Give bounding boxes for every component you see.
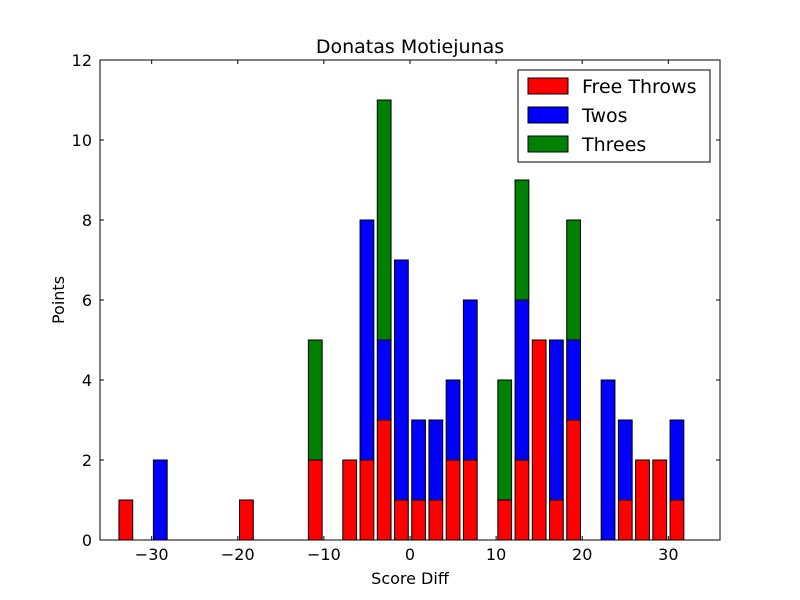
y-tick-label: 2 bbox=[82, 451, 92, 470]
legend-swatch-twos bbox=[527, 106, 569, 124]
y-tick-label: 0 bbox=[82, 531, 92, 550]
legend-label-threes: Threes bbox=[581, 134, 646, 156]
bar-twos bbox=[549, 339, 564, 501]
y-tick-label: 8 bbox=[82, 211, 92, 230]
bar-free-throws bbox=[514, 459, 530, 541]
bars-group bbox=[118, 99, 685, 541]
bar-twos bbox=[600, 379, 616, 541]
bar-free-throws bbox=[635, 459, 650, 541]
y-tick-label: 6 bbox=[82, 291, 92, 310]
bar-twos bbox=[359, 219, 375, 461]
x-tick-label: 10 bbox=[486, 545, 506, 564]
bar-free-throws bbox=[462, 459, 478, 541]
bar-free-throws bbox=[652, 459, 668, 541]
bar-free-throws bbox=[394, 499, 409, 541]
bar-free-throws bbox=[531, 339, 547, 541]
bar-free-throws bbox=[549, 499, 564, 541]
bar-free-throws bbox=[445, 459, 461, 541]
legend-swatch-free-throws bbox=[527, 77, 569, 95]
legend-label-twos: Twos bbox=[581, 105, 628, 127]
bar-twos bbox=[394, 259, 409, 501]
y-tick-label: 4 bbox=[82, 371, 92, 390]
x-tick-label: −30 bbox=[135, 545, 169, 564]
x-axis-ticks: −30 −20 −10 0 10 20 30 bbox=[135, 60, 679, 564]
bar-twos bbox=[445, 379, 461, 461]
bar-threes bbox=[514, 179, 530, 301]
bar-twos bbox=[411, 419, 427, 501]
bar-free-throws bbox=[428, 499, 444, 541]
bar-free-throws bbox=[342, 459, 358, 541]
bar-twos bbox=[669, 419, 685, 501]
bar-free-throws bbox=[566, 419, 582, 541]
bar-free-throws bbox=[376, 419, 392, 541]
bar-free-throws bbox=[617, 499, 633, 541]
bar-free-throws bbox=[307, 459, 323, 541]
x-axis-label: Score Diff bbox=[371, 569, 450, 588]
bar-free-throws bbox=[118, 499, 134, 541]
bar-free-throws bbox=[411, 499, 427, 541]
bar-threes bbox=[566, 219, 582, 341]
bar-twos bbox=[617, 419, 633, 501]
chart-title: Donatas Motiejunas bbox=[316, 36, 504, 58]
y-tick-label: 10 bbox=[72, 131, 92, 150]
bar-free-throws bbox=[497, 499, 513, 541]
bar-threes bbox=[376, 99, 392, 341]
x-tick-label: 20 bbox=[572, 545, 592, 564]
y-tick-label: 12 bbox=[72, 51, 92, 70]
bar-free-throws bbox=[669, 499, 685, 541]
legend-label-free-throws: Free Throws bbox=[582, 76, 696, 98]
legend-swatch-threes bbox=[527, 135, 569, 153]
y-axis-label: Points bbox=[49, 276, 68, 324]
bar-twos bbox=[462, 299, 478, 461]
x-tick-label: −20 bbox=[221, 545, 255, 564]
x-tick-label: 0 bbox=[405, 545, 415, 564]
bar-twos bbox=[428, 419, 444, 501]
bar-threes bbox=[497, 379, 513, 501]
bar-free-throws bbox=[359, 459, 375, 541]
x-tick-label: −10 bbox=[307, 545, 341, 564]
bar-threes bbox=[307, 339, 323, 461]
x-tick-label: 30 bbox=[658, 545, 678, 564]
bar-twos bbox=[376, 339, 392, 421]
y-axis-ticks: 0 2 4 6 8 10 12 bbox=[72, 51, 720, 550]
bar-twos bbox=[152, 459, 168, 541]
bar-free-throws bbox=[239, 499, 254, 541]
legend: Free Throws Twos Threes bbox=[517, 69, 711, 163]
bar-twos bbox=[566, 339, 582, 421]
bar-twos bbox=[514, 299, 530, 461]
